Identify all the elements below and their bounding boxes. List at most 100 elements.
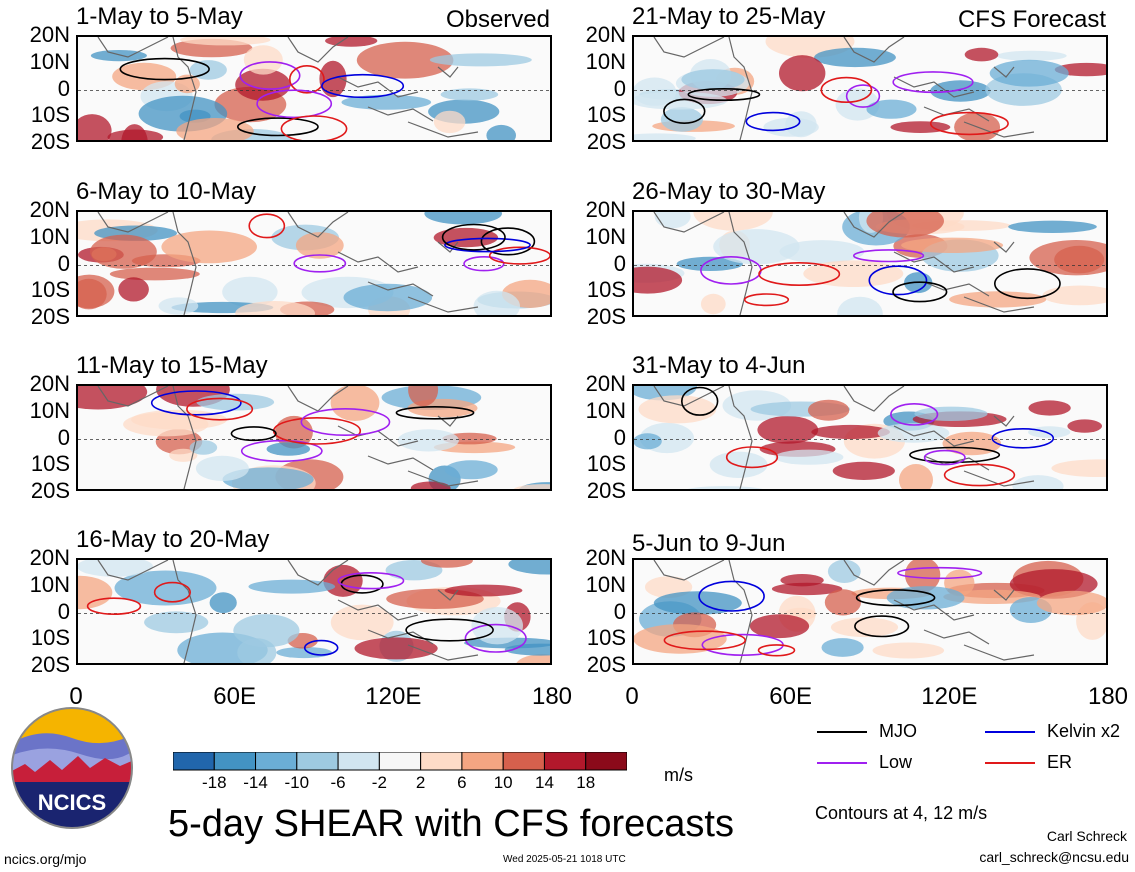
lat-label: 0 <box>613 598 626 624</box>
lat-label: 10S <box>586 625 626 651</box>
wave-contour <box>230 426 277 442</box>
shear-anomaly <box>872 642 945 659</box>
lat-label: 20S <box>586 478 626 503</box>
wave-contour <box>405 618 494 642</box>
timestamp: Wed 2025-05-21 1018 UTC <box>503 854 626 865</box>
wave-contour <box>929 111 1009 136</box>
lat-label: 20S <box>586 304 626 329</box>
lat-label: 20S <box>30 129 70 154</box>
shear-field <box>634 386 1106 489</box>
lat-label: 20N <box>29 197 70 222</box>
shear-anomaly <box>827 560 861 583</box>
lat-label: 0 <box>57 424 70 450</box>
colorbar-tick-label: -6 <box>330 773 346 792</box>
shear-anomaly <box>899 464 933 489</box>
shear-field <box>78 560 550 663</box>
coastline <box>653 386 1035 489</box>
shear-anomaly <box>943 589 1041 604</box>
legend-line-kelvin-x2 <box>985 731 1035 733</box>
wave-contour <box>463 255 505 272</box>
shear-anomaly <box>516 654 550 663</box>
lat-label: 20N <box>585 371 626 396</box>
shear-anomaly <box>354 637 438 660</box>
shear-anomaly <box>780 574 824 587</box>
shear-anomaly <box>709 451 768 478</box>
lat-label: 10S <box>586 277 626 303</box>
contour-note: Contours at 4, 12 m/s <box>815 803 988 823</box>
shear-anomaly <box>779 240 865 264</box>
shear-anomaly <box>144 611 209 634</box>
website-link[interactable]: ncics.org/mjo <box>4 851 87 867</box>
shear-anomaly <box>1008 220 1097 233</box>
lon-label: 180 <box>531 683 573 710</box>
lon-label: 60E <box>769 683 812 710</box>
shear-anomaly <box>343 283 433 312</box>
wave-contour <box>300 407 391 436</box>
panel-title: 11-May to 15-May <box>76 352 268 379</box>
lat-label: 0 <box>613 424 626 450</box>
legend-line-mjo <box>817 731 867 733</box>
lat-label: 10S <box>30 277 70 303</box>
lon-label: 0 <box>625 683 639 710</box>
legend-line-er <box>985 762 1035 764</box>
shear-anomaly <box>996 50 1067 61</box>
shear-anomaly <box>424 212 502 225</box>
lat-label: 0 <box>613 75 626 101</box>
shear-anomaly <box>1051 459 1106 477</box>
colorbar-tick-label: -10 <box>284 773 310 792</box>
shear-anomaly <box>866 212 944 238</box>
shear-anomaly <box>930 80 991 102</box>
lat-label: 10S <box>30 102 70 128</box>
shear-anomaly <box>634 133 696 140</box>
shear-anomaly <box>397 429 459 452</box>
shear-map-panel <box>76 384 552 491</box>
shear-anomaly <box>807 399 850 421</box>
colorbar-tick-label: 10 <box>493 773 513 792</box>
wave-contour <box>680 386 719 416</box>
panel-tag: Observed <box>445 6 550 33</box>
shear-anomaly <box>121 124 148 140</box>
wave-contour <box>890 402 939 426</box>
shear-anomaly <box>774 449 844 465</box>
lon-label: 120E <box>921 683 978 710</box>
lat-label: 20S <box>586 129 626 154</box>
colorbar-tick-label: -14 <box>243 773 268 792</box>
panel-title: 1-May to 5-May <box>76 3 243 30</box>
wave-contour <box>150 390 242 416</box>
wave-contour <box>892 281 948 303</box>
shear-map-panel <box>76 210 552 317</box>
shear-anomaly <box>78 575 113 610</box>
colorbar-tick-label: -18 <box>201 773 227 792</box>
shear-anomaly <box>749 614 810 639</box>
lat-label: 10N <box>585 571 626 597</box>
shear-anomaly <box>660 107 703 132</box>
shear-anomaly <box>824 589 861 616</box>
wave-contour <box>303 639 339 656</box>
shear-anomaly <box>821 638 864 657</box>
shear-field <box>78 212 550 315</box>
shear-anomaly <box>243 45 283 75</box>
shear-anomaly <box>1012 475 1064 489</box>
colorbar-tick-label: 18 <box>576 773 596 792</box>
wave-contour <box>663 98 706 125</box>
shear-map-panel <box>632 384 1108 491</box>
wave-contour <box>395 405 475 420</box>
shear-field <box>634 212 1106 315</box>
shear-anomaly <box>114 570 217 606</box>
wave-contour <box>855 589 936 607</box>
shear-anomaly <box>341 94 432 110</box>
shear-anomaly <box>654 212 691 229</box>
shear-anomaly <box>266 442 311 456</box>
wave-contour <box>909 446 1001 464</box>
wave-contour <box>897 566 983 580</box>
colorbar-swatch <box>296 751 339 771</box>
shear-anomaly <box>90 50 147 62</box>
legend-label: MJO <box>879 721 917 741</box>
lat-label: 20S <box>30 304 70 329</box>
panel-title: 21-May to 25-May <box>632 3 826 30</box>
shear-map-panel <box>76 558 552 665</box>
wave-contour <box>757 644 796 657</box>
panel-title: 6-May to 10-May <box>76 178 257 205</box>
shear-anomaly <box>877 423 950 443</box>
lat-label: 20S <box>30 478 70 503</box>
